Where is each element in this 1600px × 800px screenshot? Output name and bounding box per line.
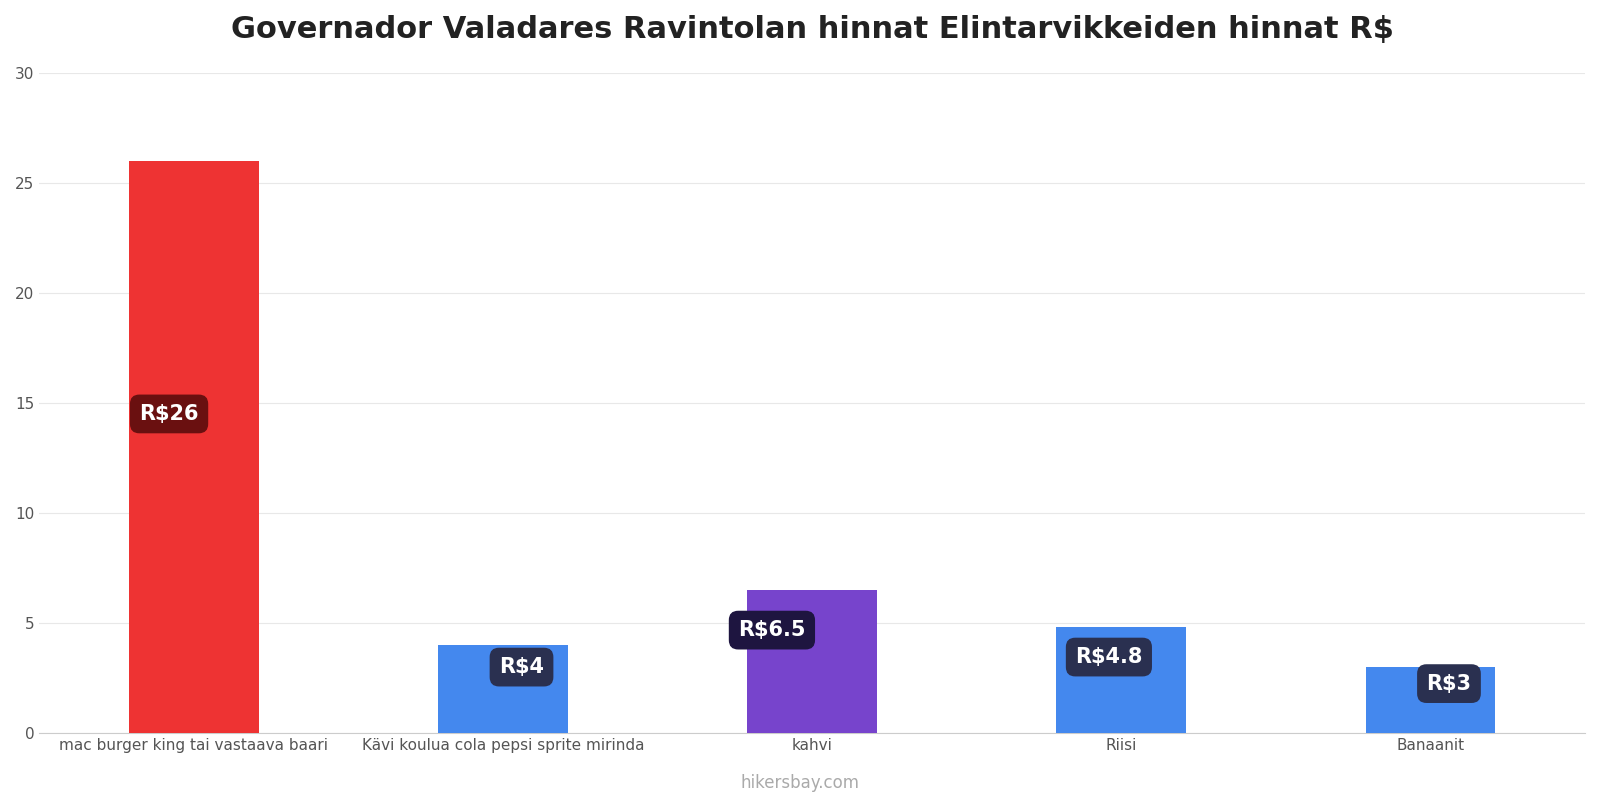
Text: R$4: R$4: [499, 657, 544, 677]
Text: R$26: R$26: [139, 404, 198, 424]
Bar: [1056, 627, 1186, 733]
Bar: [747, 590, 877, 733]
Bar: [130, 161, 259, 733]
Text: R$4.8: R$4.8: [1075, 647, 1142, 667]
Title: Governador Valadares Ravintolan hinnat Elintarvikkeiden hinnat R$: Governador Valadares Ravintolan hinnat E…: [230, 15, 1394, 44]
Text: hikersbay.com: hikersbay.com: [741, 774, 859, 792]
Bar: [438, 645, 568, 733]
Text: R$6.5: R$6.5: [738, 620, 806, 640]
Text: R$3: R$3: [1427, 674, 1472, 694]
Bar: [1365, 667, 1496, 733]
